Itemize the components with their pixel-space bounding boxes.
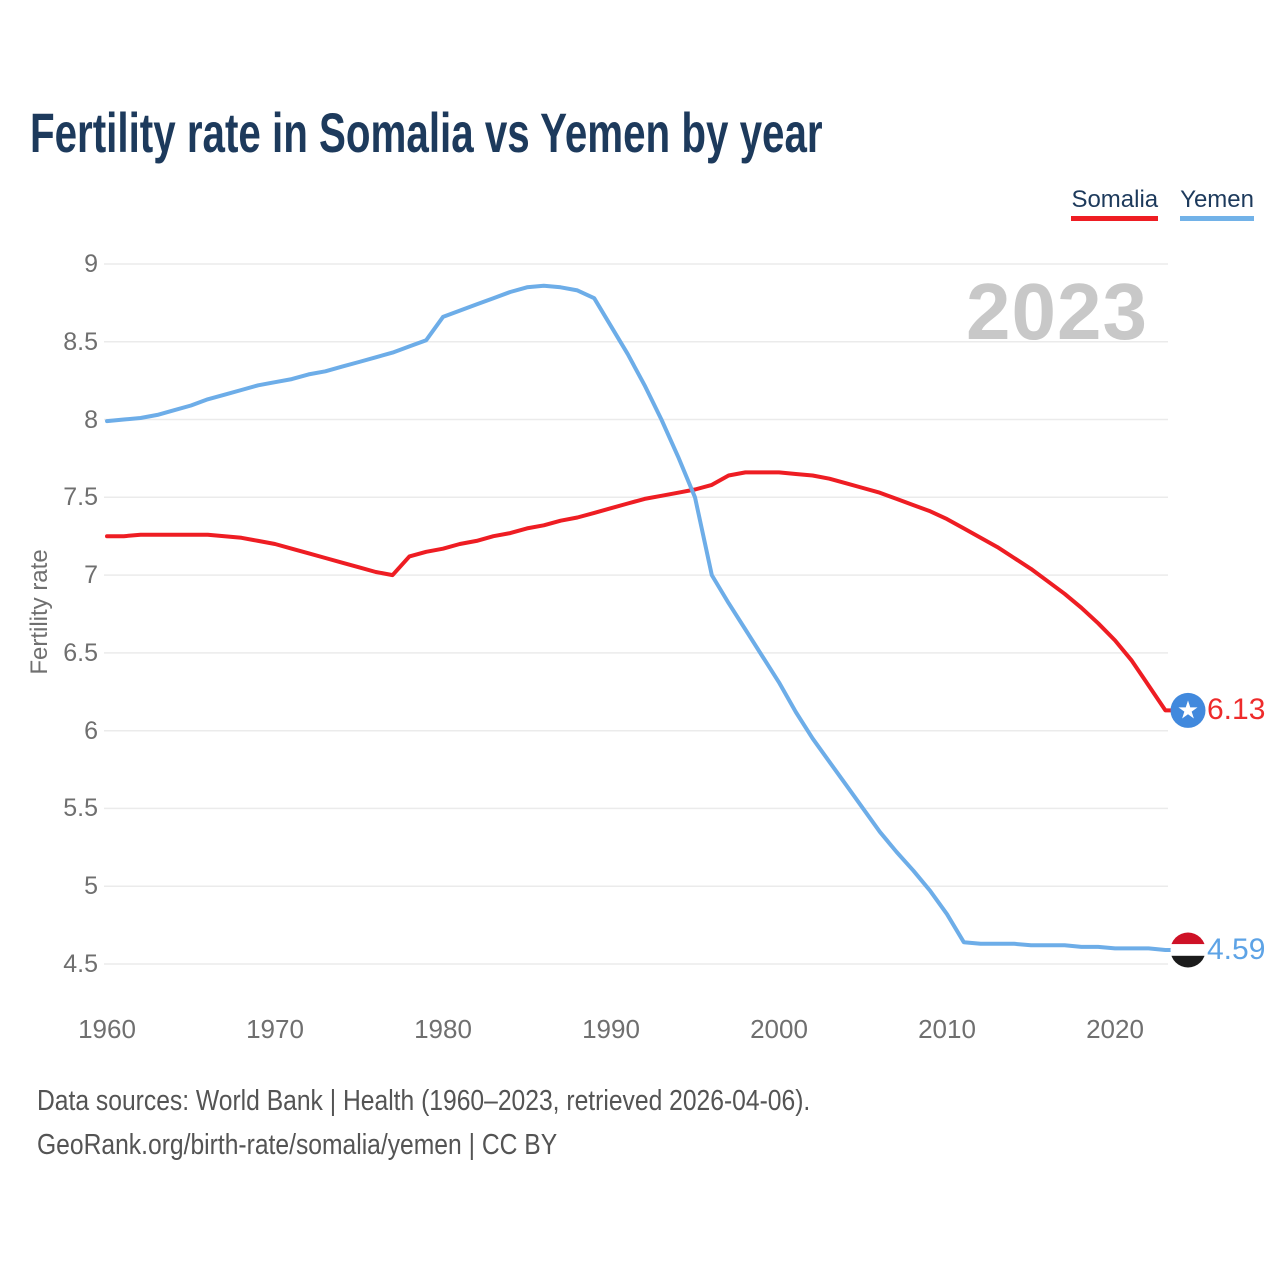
x-tick-label: 2010 — [918, 1014, 976, 1044]
y-tick-label: 6 — [84, 716, 98, 745]
star-icon — [1178, 700, 1198, 719]
x-tick-label: 2000 — [750, 1014, 808, 1044]
data-sources-text: Data sources: World Bank | Health (1960–… — [37, 1085, 811, 1117]
y-tick-label: 8.5 — [63, 327, 98, 356]
year-watermark: 2023 — [966, 267, 1148, 356]
y-tick-label: 4.5 — [63, 950, 98, 978]
x-tick-label: 1990 — [582, 1014, 640, 1044]
somalia-flag-badge — [1170, 692, 1206, 728]
x-tick-label: 2020 — [1086, 1014, 1144, 1044]
gridlines — [104, 263, 1168, 965]
page-title: Fertility rate in Somalia vs Yemen by ye… — [30, 101, 823, 164]
legend-item-yemen[interactable]: Yemen — [1180, 186, 1254, 221]
x-tick-label: 1970 — [246, 1014, 304, 1044]
y-tick-label: 6.5 — [63, 638, 98, 667]
x-tick-label: 1960 — [78, 1014, 136, 1044]
y-tick-label: 5.5 — [63, 794, 98, 823]
somalia-end-value: 6.13 — [1207, 693, 1266, 727]
y-tick-label: 5 — [84, 872, 98, 901]
yemen-flag-badge — [1170, 932, 1206, 968]
yemen-end-value: 4.59 — [1207, 932, 1266, 966]
y-tick-label: 7.5 — [63, 483, 98, 512]
y-tick-label: 7 — [84, 561, 98, 590]
y-tick-label: 9 — [84, 249, 98, 278]
legend-item-somalia[interactable]: Somalia — [1071, 186, 1159, 221]
attribution-text: GeoRank.org/birth-rate/somalia/yemen | C… — [37, 1129, 558, 1161]
x-tick-label: 1980 — [414, 1014, 472, 1044]
legend: Somalia Yemen — [1071, 186, 1254, 221]
somalia-line — [105, 470, 1174, 713]
y-tick-label: 8 — [84, 405, 98, 434]
yemen-line — [105, 283, 1174, 952]
